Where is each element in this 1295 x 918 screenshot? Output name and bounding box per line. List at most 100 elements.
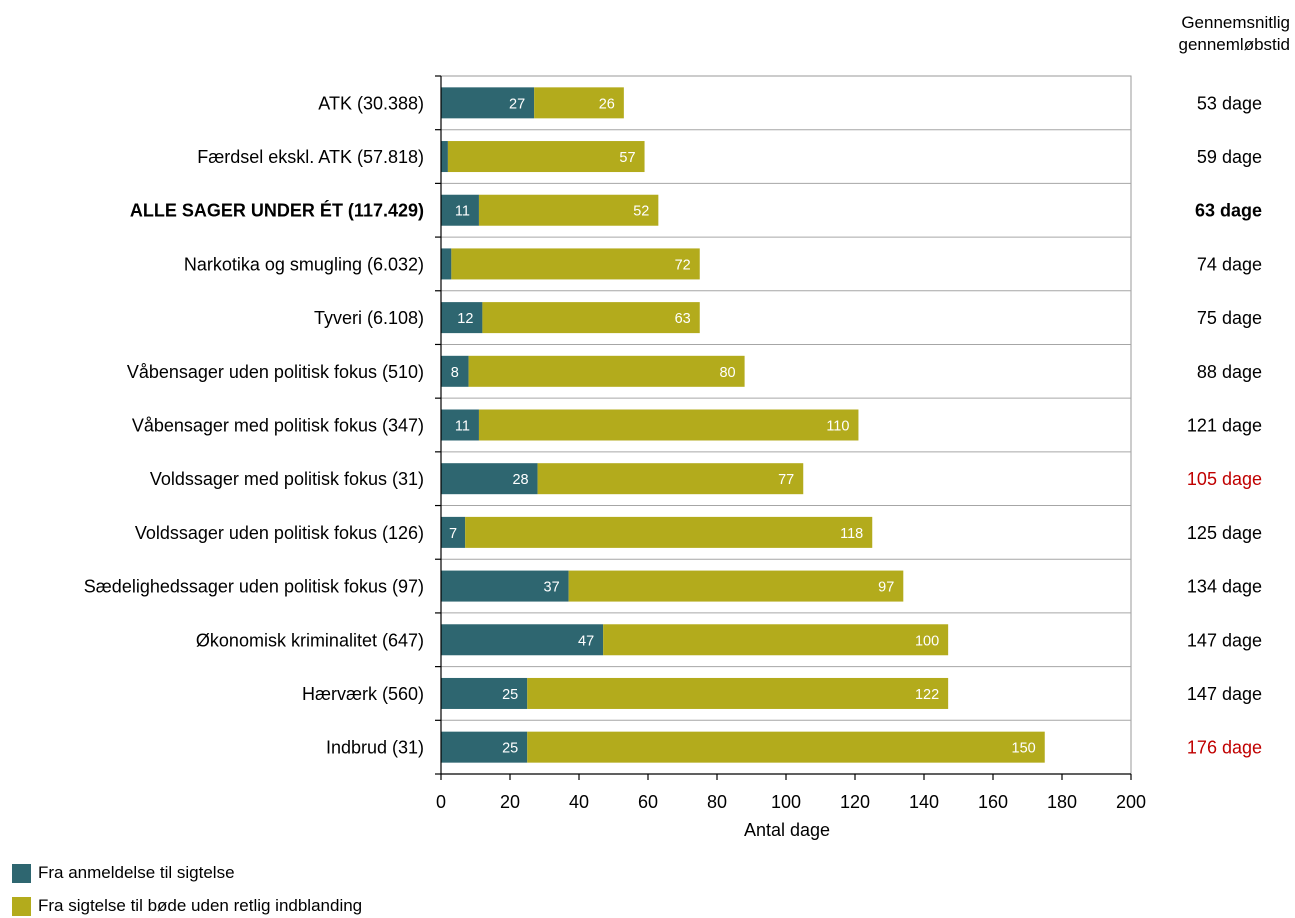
data-label-series-1-row-13: 25 bbox=[502, 741, 518, 757]
category-label: Indbrud (31) bbox=[326, 738, 424, 758]
bar-series-1-row-3 bbox=[441, 194, 479, 226]
x-tick-label: 120 bbox=[840, 792, 870, 812]
category-label: Voldssager uden politisk fokus (126) bbox=[135, 523, 424, 543]
data-label-series-1-row-8: 28 bbox=[512, 472, 528, 488]
bar-series-1-row-9 bbox=[441, 516, 466, 548]
data-label-series-1-row-7: 11 bbox=[455, 419, 470, 435]
right-header-line-1: Gennemsnitlig bbox=[1181, 13, 1290, 32]
bar-series-1-row-5 bbox=[441, 302, 483, 334]
bar-series-1-row-4 bbox=[441, 248, 452, 280]
total-label: 176 dage bbox=[1187, 738, 1262, 758]
category-label: Narkotika og smugling (6.032) bbox=[184, 254, 424, 274]
bar-series-2-row-11 bbox=[603, 624, 949, 656]
data-label-series-1-row-11: 47 bbox=[578, 633, 594, 649]
bar-series-1-row-8 bbox=[441, 463, 538, 495]
bar-series-2-row-1 bbox=[534, 87, 624, 119]
total-label: 121 dage bbox=[1187, 416, 1262, 436]
bar-series-1-row-6 bbox=[441, 355, 469, 387]
bar-series-2-row-7 bbox=[478, 409, 859, 441]
bar-series-2-row-12 bbox=[527, 677, 949, 709]
data-label-series-1-row-10: 37 bbox=[544, 580, 560, 596]
bar-series-1-row-2 bbox=[441, 141, 448, 173]
category-label: Voldssager med politisk fokus (31) bbox=[150, 469, 424, 489]
data-label-series-2-row-1: 26 bbox=[599, 96, 615, 112]
bar-series-1-row-10 bbox=[441, 570, 569, 602]
category-label: Våbensager med politisk fokus (347) bbox=[132, 416, 424, 436]
bar-series-1-row-1 bbox=[441, 87, 535, 119]
data-label-series-1-row-5: 12 bbox=[457, 311, 473, 327]
data-label-series-2-row-5: 63 bbox=[675, 311, 691, 327]
data-label-series-2-row-2: 57 bbox=[619, 150, 635, 166]
category-label: Færdsel ekskl. ATK (57.818) bbox=[197, 147, 424, 167]
bar-series-1-row-11 bbox=[441, 624, 604, 656]
x-tick-label: 40 bbox=[569, 792, 589, 812]
category-label: Økonomisk kriminalitet (647) bbox=[196, 630, 424, 650]
bar-series-2-row-6 bbox=[468, 355, 745, 387]
data-label-series-2-row-6: 80 bbox=[719, 365, 735, 381]
data-label-series-1-row-9: 7 bbox=[449, 526, 457, 542]
x-tick-label: 140 bbox=[909, 792, 939, 812]
total-label: 59 dage bbox=[1197, 147, 1262, 167]
data-label-series-2-row-11: 100 bbox=[915, 633, 939, 649]
data-label-series-2-row-9: 118 bbox=[840, 526, 863, 542]
data-label-series-2-row-3: 52 bbox=[633, 204, 649, 220]
x-tick-label: 200 bbox=[1116, 792, 1146, 812]
right-header-line-2: gennemløbstid bbox=[1178, 35, 1290, 54]
bar-series-2-row-2 bbox=[447, 141, 645, 173]
x-axis-title: Antal dage bbox=[744, 820, 830, 840]
total-label: 74 dage bbox=[1197, 254, 1262, 274]
total-label: 125 dage bbox=[1187, 523, 1262, 543]
data-label-series-1-row-12: 25 bbox=[502, 687, 518, 703]
category-label: ATK (30.388) bbox=[318, 93, 424, 113]
category-labels: ATK (30.388) Færdsel ekskl. ATK (57.818) A… bbox=[84, 93, 424, 757]
bar-series-1-row-13 bbox=[441, 731, 528, 763]
total-label: 75 dage bbox=[1197, 308, 1262, 328]
total-label: 53 dage bbox=[1197, 93, 1262, 113]
totals-column: 53 dage 59 dage 63 dage 74 dage 75 dage 88 da… bbox=[1187, 93, 1262, 757]
bar-series-1-row-12 bbox=[441, 677, 528, 709]
legend-label-series-1: Fra anmeldelse til sigtelse bbox=[38, 863, 235, 882]
data-label-series-2-row-12: 122 bbox=[915, 687, 939, 703]
bar-series-2-row-10 bbox=[568, 570, 904, 602]
data-label-series-2-row-13: 150 bbox=[1012, 741, 1036, 757]
data-label-series-2-row-8: 77 bbox=[778, 472, 794, 488]
legend-label-series-2: Fra sigtelse til bøde uden retlig indbla… bbox=[38, 896, 363, 915]
bar-series-2-row-13 bbox=[527, 731, 1045, 763]
legend-swatch-series-2 bbox=[12, 896, 31, 916]
total-label: 105 dage bbox=[1187, 469, 1262, 489]
x-tick-label: 0 bbox=[436, 792, 446, 812]
x-tick-label: 80 bbox=[707, 792, 727, 812]
data-label-series-1-row-1: 27 bbox=[509, 96, 525, 112]
x-tick-label: 60 bbox=[638, 792, 658, 812]
bar-series-2-row-3 bbox=[478, 194, 659, 226]
category-label: Våbensager uden politisk fokus (510) bbox=[127, 362, 424, 382]
x-tick-label: 160 bbox=[978, 792, 1008, 812]
total-label: 134 dage bbox=[1187, 577, 1262, 597]
legend-item-series-1: Fra anmeldelse til sigtelse bbox=[12, 863, 235, 883]
category-label: ALLE SAGER UNDER ÉT (117.429) bbox=[130, 200, 424, 221]
x-tick-label: 20 bbox=[500, 792, 520, 812]
bar-series-1-row-7 bbox=[441, 409, 479, 441]
bar-series-2-row-8 bbox=[537, 463, 804, 495]
category-label: Hærværk (560) bbox=[302, 684, 424, 704]
category-label: Tyveri (6.108) bbox=[314, 308, 424, 328]
total-label: 147 dage bbox=[1187, 630, 1262, 650]
total-label: 63 dage bbox=[1195, 201, 1262, 221]
x-tick-label: 100 bbox=[771, 792, 801, 812]
total-label: 147 dage bbox=[1187, 684, 1262, 704]
data-label-series-1-row-3: 11 bbox=[455, 204, 470, 220]
category-label: Sædelighedssager uden politisk fokus (97… bbox=[84, 577, 424, 597]
bar-series-2-row-9 bbox=[465, 516, 873, 548]
axes: 0 20 40 60 80 100 120 140 160 180 200 bbox=[435, 75, 1146, 812]
legend-swatch-series-1 bbox=[12, 863, 31, 883]
data-label-series-2-row-4: 72 bbox=[675, 257, 691, 273]
data-label-series-2-row-10: 97 bbox=[878, 580, 894, 596]
bar-series-2-row-4 bbox=[451, 248, 700, 280]
data-label-series-1-row-6: 8 bbox=[451, 365, 459, 381]
data-label-series-2-row-7: 110 bbox=[826, 419, 849, 435]
x-tick-label: 180 bbox=[1047, 792, 1077, 812]
legend-item-series-2: Fra sigtelse til bøde uden retlig indbla… bbox=[12, 896, 362, 916]
